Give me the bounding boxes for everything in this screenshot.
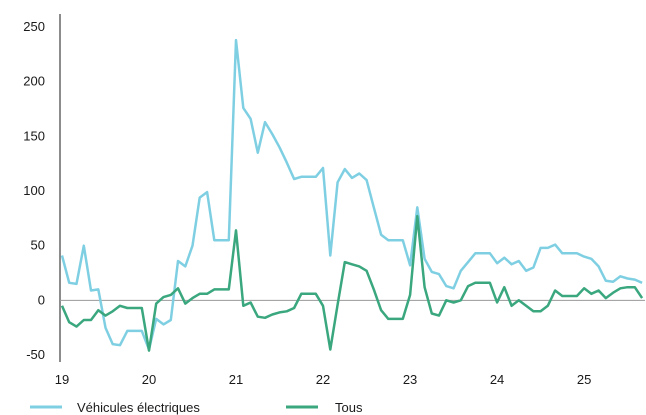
y-tick-label: 0 bbox=[38, 292, 45, 307]
y-tick-label: 250 bbox=[23, 19, 45, 34]
legend-item-tous: Tous bbox=[286, 400, 363, 415]
x-tick-label: 20 bbox=[142, 372, 156, 387]
x-tick-label: 24 bbox=[490, 372, 504, 387]
y-tick-label: 100 bbox=[23, 183, 45, 198]
y-tick-label: 200 bbox=[23, 74, 45, 89]
y-tick-labels: 250 200 150 100 50 0 -50 bbox=[23, 19, 45, 362]
legend-label-vehicules-electriques: Véhicules électriques bbox=[77, 400, 200, 415]
series-lines bbox=[60, 38, 644, 352]
series-line-vehicules-electriques bbox=[60, 38, 643, 351]
x-axis: 19 20 21 22 23 24 25 bbox=[55, 372, 592, 387]
x-tick-label: 19 bbox=[55, 372, 69, 387]
y-tick-label: -50 bbox=[26, 347, 45, 362]
y-tick-label: 50 bbox=[31, 238, 45, 253]
y-axis: 250 200 150 100 50 0 -50 bbox=[23, 14, 61, 362]
y-tick-label: 150 bbox=[23, 128, 45, 143]
series-line-tous bbox=[60, 214, 644, 352]
x-tick-label: 21 bbox=[229, 372, 243, 387]
x-tick-label: 23 bbox=[403, 372, 417, 387]
legend-item-vehicules-electriques: Véhicules électriques bbox=[30, 400, 200, 415]
x-tick-label: 25 bbox=[577, 372, 591, 387]
legend: Véhicules électriques Tous bbox=[30, 400, 363, 415]
legend-label-tous: Tous bbox=[335, 400, 363, 415]
x-tick-label: 22 bbox=[316, 372, 330, 387]
x-tick-labels: 19 20 21 22 23 24 25 bbox=[55, 372, 592, 387]
